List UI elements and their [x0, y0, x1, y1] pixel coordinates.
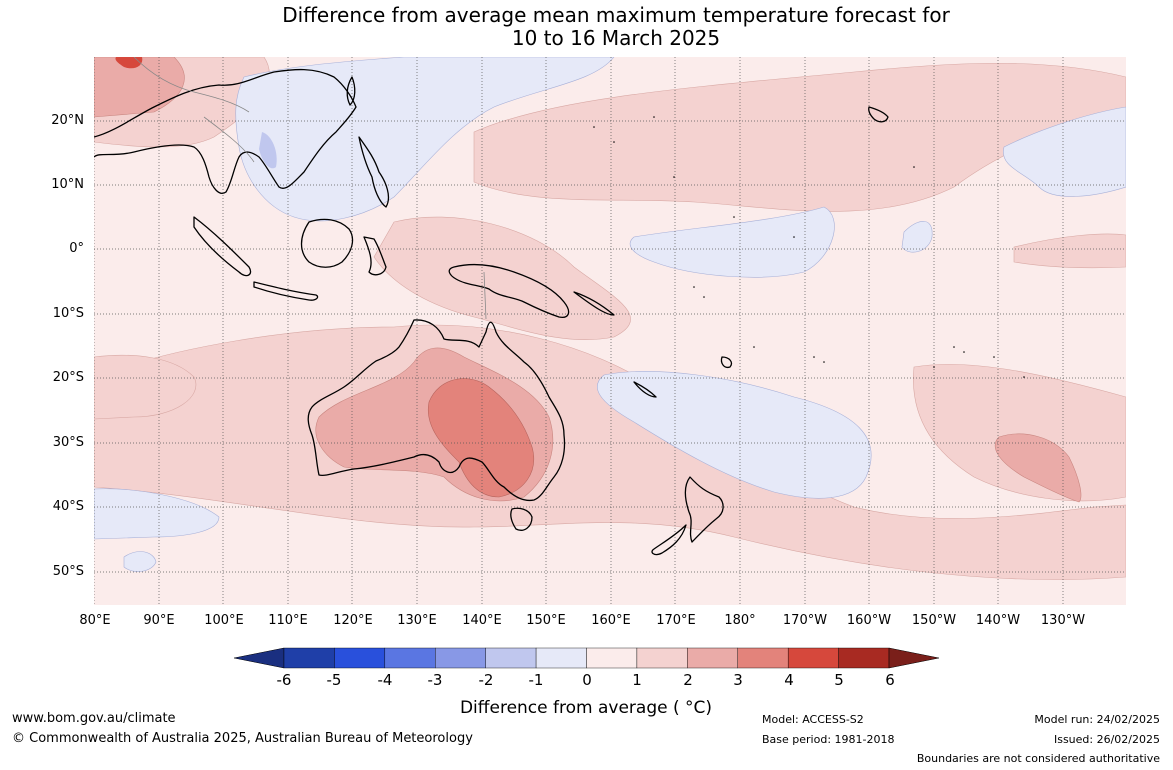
coastline-hawaii — [868, 106, 889, 123]
colorbar-cell — [787, 647, 839, 669]
colorbar-tick: 5 — [834, 671, 844, 689]
colorbar-cell — [737, 647, 789, 669]
boundaries-note: Boundaries are not considered authoritat… — [916, 752, 1160, 765]
colorbar-cell — [435, 647, 486, 669]
lat-label-30s: 30°S — [52, 435, 84, 450]
colorbar — [234, 647, 939, 669]
lat-label-10n: 10°N — [51, 177, 84, 192]
coastline-borneo — [300, 218, 354, 268]
colorbar-cell — [838, 647, 890, 669]
lon-label-150e: 150°E — [526, 613, 566, 628]
coastline-sumatra — [193, 216, 252, 277]
colorbar-tick: -2 — [478, 671, 494, 689]
website-link[interactable]: www.bom.gov.au/climate — [12, 711, 176, 726]
lon-label-140e: 140°E — [462, 613, 502, 628]
lat-label-20n: 20°N — [51, 113, 84, 128]
lon-label-160e: 160°E — [591, 613, 631, 628]
lat-label-40s: 40°S — [52, 499, 84, 514]
lon-label-160w: 160°W — [846, 613, 892, 628]
forecast-map — [94, 57, 1126, 605]
coastline-australia — [307, 319, 566, 502]
lon-label-120e: 120°E — [333, 613, 373, 628]
colorbar-cell — [283, 647, 335, 669]
map-title: Difference from average mean maximum tem… — [0, 4, 1173, 50]
colorbar-label: Difference from average ( °C) — [459, 698, 713, 718]
cool-1-2-regions — [259, 132, 277, 169]
colorbar-tick: 0 — [582, 671, 592, 689]
copyright-text: © Commonwealth of Australia 2025, Austra… — [12, 731, 473, 746]
colorbar-tick: -3 — [427, 671, 443, 689]
lon-label-90e: 90°E — [143, 613, 175, 628]
colorbar-cell — [485, 647, 537, 669]
map-title-line1: Difference from average mean maximum tem… — [282, 3, 950, 27]
lat-label-0: 0° — [69, 241, 84, 256]
base-period: Base period: 1981-2018 — [762, 733, 895, 746]
coastlines — [94, 68, 889, 556]
coastline-taiwan — [346, 76, 356, 106]
lat-label-50s: 50°S — [52, 564, 84, 579]
coastline-fiji — [720, 356, 733, 369]
colorbar-tick: -1 — [528, 671, 544, 689]
colorbar-tick: 4 — [784, 671, 794, 689]
colorbar-high-extend — [888, 647, 939, 669]
issued-date: Issued: 26/02/2025 — [1053, 733, 1160, 746]
colorbar-tick: 1 — [632, 671, 642, 689]
lon-label-150w: 150°W — [911, 613, 957, 628]
coastline-sulawesi — [363, 236, 387, 276]
colorbar-cell — [687, 647, 738, 669]
lon-label-130w: 130°W — [1040, 613, 1086, 628]
lon-label-170e: 170°E — [656, 613, 696, 628]
map-title-line2: 10 to 16 March 2025 — [511, 26, 721, 50]
model-run-date: Model run: 24/02/2025 — [1034, 713, 1160, 726]
colorbar-tick: -5 — [326, 671, 342, 689]
coastline-tasmania — [510, 507, 533, 531]
colorbar-tick: 3 — [733, 671, 743, 689]
coastline-new-caledonia — [633, 381, 657, 398]
cool-0-1-regions — [94, 57, 1126, 572]
colorbar-cells — [283, 647, 890, 669]
lat-label-10s: 10°S — [52, 306, 84, 321]
lon-label-110e: 110°E — [268, 613, 308, 628]
lon-label-130e: 130°E — [397, 613, 437, 628]
pacific-island-dots — [593, 116, 1025, 378]
coastline-new-zealand-north — [684, 476, 724, 543]
colorbar-tick: -6 — [276, 671, 292, 689]
coastline-se-asia-mainland — [94, 68, 357, 194]
lon-label-80e: 80°E — [79, 613, 111, 628]
coastline-new-guinea — [448, 263, 570, 318]
coastline-new-zealand-south — [651, 524, 687, 556]
colorbar-low-extend — [234, 647, 285, 669]
colorbar-cell — [334, 647, 386, 669]
colorbar-tick: 6 — [885, 671, 895, 689]
colorbar-cell — [384, 647, 436, 669]
lon-label-170w: 170°W — [782, 613, 828, 628]
coastline-philippines — [358, 136, 390, 208]
colorbar-tick: -4 — [377, 671, 393, 689]
coastline-java — [253, 281, 319, 301]
lat-label-20s: 20°S — [52, 370, 84, 385]
colorbar-cell — [586, 647, 638, 669]
forecast-map-svg — [94, 57, 1126, 605]
warm-3-4-regions — [427, 378, 534, 498]
lon-label-140w: 140°W — [975, 613, 1021, 628]
colorbar-cell — [636, 647, 688, 669]
lon-label-100e: 100°E — [204, 613, 244, 628]
country-borders — [133, 57, 487, 320]
coastline-solomon — [573, 291, 615, 316]
colorbar-cell — [535, 647, 587, 669]
lon-label-180: 180° — [724, 613, 756, 628]
model-name: Model: ACCESS-S2 — [762, 713, 864, 726]
colorbar-tick: 2 — [683, 671, 693, 689]
warm-4-5-regions — [115, 57, 143, 69]
